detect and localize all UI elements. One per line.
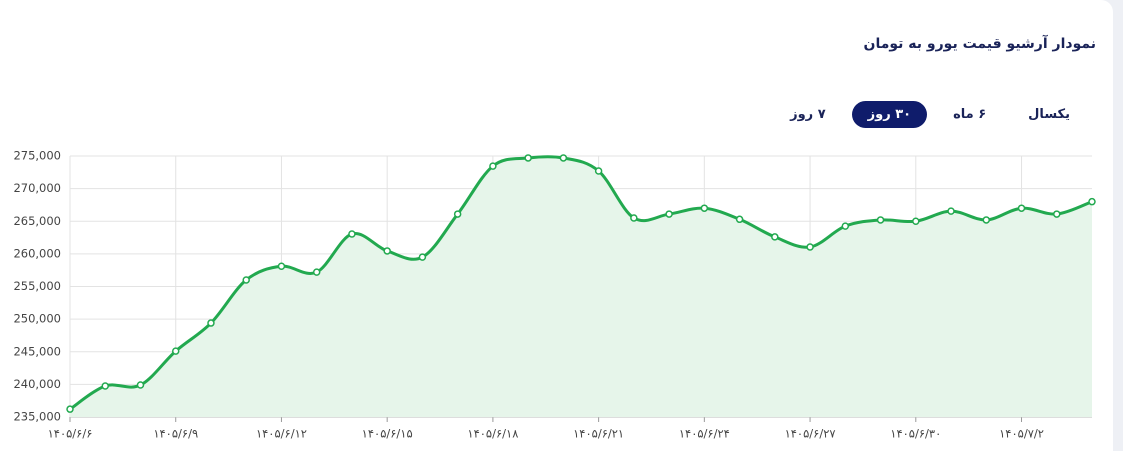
point	[453, 210, 462, 218]
point	[841, 222, 850, 230]
point	[348, 230, 356, 238]
range-button[interactable]: ۳۰ روز	[851, 101, 928, 128]
x-tick-label: ۱۴۰۵/۶/۲۴	[679, 427, 730, 441]
y-tick-label: 245,000	[13, 344, 61, 358]
y-tick-label: 275,000	[13, 149, 61, 163]
point	[982, 216, 991, 224]
y-tick-label: 235,000	[13, 410, 61, 424]
point	[171, 347, 180, 355]
x-tick-label: ۱۴۰۵/۶/۲۱	[573, 427, 624, 441]
range-button[interactable]: ۷ روز	[790, 107, 826, 122]
point	[524, 154, 532, 162]
area	[70, 156, 1092, 417]
point	[806, 243, 814, 251]
x-tick-label: ۱۴۰۵/۶/۶	[48, 427, 93, 441]
point	[277, 262, 286, 271]
y-tick-label: 265,000	[13, 214, 61, 228]
point	[771, 233, 779, 241]
point	[242, 276, 250, 284]
point	[912, 217, 920, 225]
point	[489, 162, 497, 170]
point	[418, 253, 427, 261]
x-tick-label: ۱۴۰۵/۷/۲	[999, 427, 1044, 441]
point	[136, 381, 145, 389]
point	[665, 210, 673, 218]
point	[735, 215, 744, 224]
point	[700, 204, 709, 212]
point	[66, 405, 74, 413]
range-button[interactable]: ۶ ماه	[953, 107, 987, 122]
chart-title: نمودار آرشیو قیمت یورو به تومان	[863, 36, 1097, 52]
y-tick-label: 240,000	[13, 377, 61, 391]
point	[876, 216, 885, 224]
point	[207, 319, 215, 327]
x-tick-label: ۱۴۰۵/۶/۳۰	[890, 427, 941, 441]
y-tick-label: 260,000	[13, 246, 61, 260]
point	[1088, 197, 1096, 206]
x-tick-label: ۱۴۰۵/۶/۱۲	[256, 427, 307, 441]
y-tick-label: 250,000	[13, 312, 61, 326]
x-tick-label: ۱۴۰۵/۶/۹	[153, 427, 198, 441]
x-tick-label: ۱۴۰۵/۶/۱۸	[467, 427, 518, 441]
point	[1017, 204, 1026, 212]
x-tick-label: ۱۴۰۵/۶/۱۵	[362, 427, 413, 441]
point	[559, 154, 568, 162]
range-button[interactable]: یکسال	[1028, 107, 1070, 122]
y-tick-label: 255,000	[13, 279, 61, 293]
point	[312, 268, 321, 276]
y-tick-label: 270,000	[13, 181, 61, 195]
x-tick-label: ۱۴۰۵/۶/۲۷	[785, 427, 836, 441]
point	[947, 207, 955, 215]
range-selector: ۷ روز ۳۰ روز ۶ ماه یکسال	[774, 101, 1086, 128]
point	[383, 247, 391, 255]
point	[630, 214, 638, 222]
point	[101, 382, 109, 390]
point	[1053, 210, 1061, 218]
point	[594, 167, 603, 175]
